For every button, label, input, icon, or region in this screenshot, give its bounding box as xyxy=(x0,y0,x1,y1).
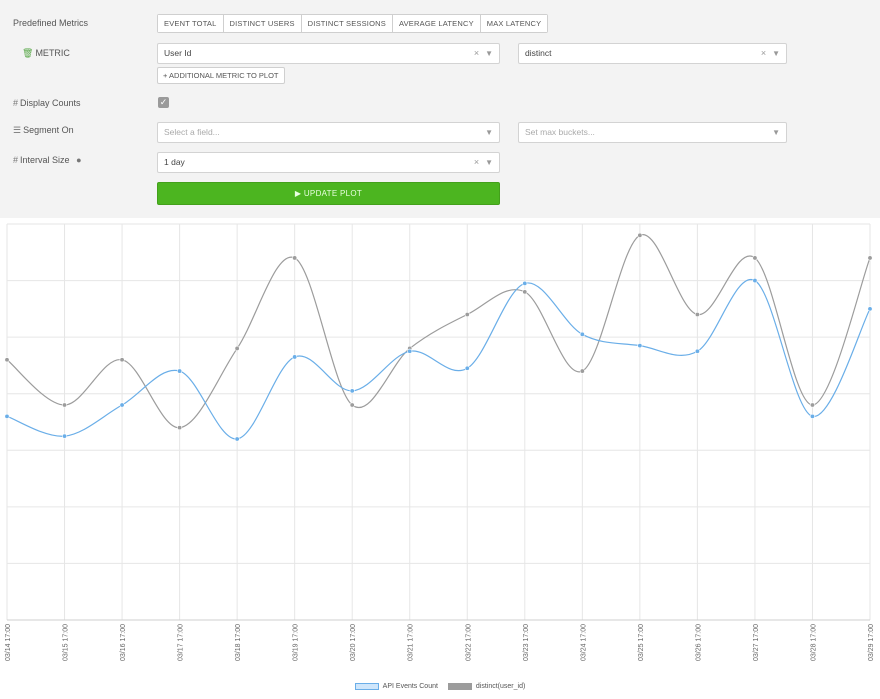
data-point-0 xyxy=(5,414,9,418)
caret-down-icon[interactable]: ▼ xyxy=(485,158,493,167)
data-point-1 xyxy=(580,369,584,373)
x-tick-label: 03/28 17:00 xyxy=(810,624,817,661)
check-icon: ✓ xyxy=(160,97,168,107)
segment-field-select[interactable]: Select a field... ▼ xyxy=(157,122,500,143)
distinct-sessions-button[interactable]: DISTINCT SESSIONS xyxy=(302,15,393,32)
caret-down-icon[interactable]: ▼ xyxy=(485,49,493,58)
hash-icon: # xyxy=(13,98,18,108)
data-point-1 xyxy=(753,256,757,260)
predefined-metrics-label: Predefined Metrics xyxy=(13,18,88,28)
data-point-0 xyxy=(868,307,872,311)
x-tick-label: 03/27 17:00 xyxy=(753,624,760,661)
data-point-1 xyxy=(62,403,66,407)
max-buckets-select[interactable]: Set max buckets... ▼ xyxy=(518,122,787,143)
display-counts-label: # Display Counts xyxy=(13,98,81,108)
data-point-1 xyxy=(350,403,354,407)
x-tick-label: 03/17 17:00 xyxy=(178,624,185,661)
event-total-button[interactable]: EVENT TOTAL xyxy=(158,15,224,32)
interval-size-select[interactable]: 1 day × ▼ xyxy=(157,152,500,173)
caret-down-icon[interactable]: ▼ xyxy=(772,49,780,58)
x-tick-label: 03/21 17:00 xyxy=(408,624,415,661)
series-line-0 xyxy=(7,279,870,439)
data-point-0 xyxy=(120,403,124,407)
caret-down-icon[interactable]: ▼ xyxy=(772,128,780,137)
metric-field-select[interactable]: User Id × ▼ xyxy=(157,43,500,64)
data-point-0 xyxy=(523,281,527,285)
segment-on-label: ☰ Segment On xyxy=(13,125,74,136)
data-point-1 xyxy=(5,358,9,362)
x-tick-label: 03/16 17:00 xyxy=(120,624,127,661)
update-plot-button[interactable]: ▶ UPDATE PLOT xyxy=(157,182,500,205)
data-point-1 xyxy=(465,312,469,316)
data-point-0 xyxy=(408,349,412,353)
data-point-1 xyxy=(868,256,872,260)
series-line-1 xyxy=(7,235,870,428)
data-point-1 xyxy=(695,312,699,316)
metric-label: 🗑︎ METRIC xyxy=(22,48,70,59)
x-tick-label: 03/18 17:00 xyxy=(235,624,242,661)
legend-item-distinct-users[interactable]: distinct(user_id) xyxy=(448,683,525,690)
x-tick-label: 03/14 17:00 xyxy=(5,624,12,661)
x-tick-label: 03/22 17:00 xyxy=(465,624,472,661)
legend-item-api-events[interactable]: API Events Count xyxy=(355,683,438,690)
x-tick-label: 03/24 17:00 xyxy=(580,624,587,661)
list-icon: ☰ xyxy=(13,125,21,135)
clear-x-icon[interactable]: × xyxy=(474,48,479,58)
x-tick-label: 03/29 17:00 xyxy=(868,624,875,661)
data-point-0 xyxy=(292,355,296,359)
data-point-0 xyxy=(465,366,469,370)
max-latency-button[interactable]: MAX LATENCY xyxy=(481,15,548,32)
data-point-1 xyxy=(120,358,124,362)
hash-icon: # xyxy=(13,155,18,165)
data-point-0 xyxy=(235,437,239,441)
data-point-1 xyxy=(235,346,239,350)
chart-legend: API Events Count distinct(user_id) xyxy=(0,683,880,690)
data-point-1 xyxy=(810,403,814,407)
x-tick-label: 03/23 17:00 xyxy=(523,624,530,661)
query-builder-panel: Predefined Metrics EVENT TOTAL DISTINCT … xyxy=(0,0,880,218)
trash-icon[interactable]: 🗑︎ xyxy=(22,48,33,58)
clear-x-icon[interactable]: × xyxy=(761,48,766,58)
x-tick-label: 03/15 17:00 xyxy=(63,624,70,661)
additional-metric-button[interactable]: + ADDITIONAL METRIC TO PLOT xyxy=(157,67,285,84)
question-circle-icon[interactable]: ● xyxy=(76,155,81,165)
data-point-0 xyxy=(638,343,642,347)
data-point-0 xyxy=(753,278,757,282)
predefined-metrics-button-group: EVENT TOTAL DISTINCT USERS DISTINCT SESS… xyxy=(157,14,548,33)
data-point-0 xyxy=(350,389,354,393)
data-point-0 xyxy=(580,332,584,336)
x-tick-label: 03/25 17:00 xyxy=(638,624,645,661)
data-point-0 xyxy=(177,369,181,373)
data-point-1 xyxy=(523,290,527,294)
data-point-1 xyxy=(292,256,296,260)
caret-down-icon[interactable]: ▼ xyxy=(485,128,493,137)
interval-size-label: # Interval Size ● xyxy=(13,155,84,165)
metric-aggregation-select[interactable]: distinct × ▼ xyxy=(518,43,787,64)
data-point-1 xyxy=(177,425,181,429)
data-point-0 xyxy=(62,434,66,438)
x-tick-label: 03/19 17:00 xyxy=(293,624,300,661)
data-point-1 xyxy=(638,233,642,237)
distinct-users-button[interactable]: DISTINCT USERS xyxy=(224,15,302,32)
x-tick-label: 03/20 17:00 xyxy=(350,624,357,661)
line-chart: 03/14 17:00 03/15 17:00 03/16 17:00 03/17 1… xyxy=(0,218,880,683)
data-point-0 xyxy=(695,349,699,353)
display-counts-checkbox[interactable]: ✓ xyxy=(158,97,169,108)
clear-x-icon[interactable]: × xyxy=(474,157,479,167)
x-tick-label: 03/26 17:00 xyxy=(695,624,702,661)
data-point-0 xyxy=(810,414,814,418)
average-latency-button[interactable]: AVERAGE LATENCY xyxy=(393,15,481,32)
